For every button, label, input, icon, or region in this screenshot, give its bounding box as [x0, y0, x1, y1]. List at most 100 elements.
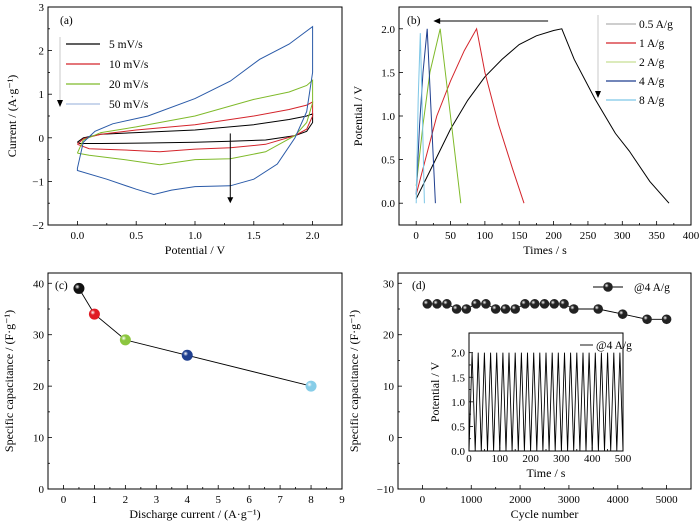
legend-label: 5 mV/s [109, 39, 143, 51]
inset-series-line [468, 352, 624, 452]
x-tick-label: 4000 [607, 494, 630, 506]
x-tick-label: 8 [308, 494, 314, 506]
y-tick-label: 1.0 [451, 397, 465, 409]
data-point [569, 304, 579, 314]
x-tick-label: 1.5 [247, 230, 261, 242]
panel-b: 0 50 100 150 200 250 300 350 400 0.0 0.5 1.0 1.5 2.0 T… [351, 6, 700, 257]
y-tick-label: 0.0 [381, 198, 395, 210]
x-tick-label: 7 [277, 494, 283, 506]
x-tick-label: 0.0 [71, 230, 85, 242]
x-tick-label: 150 [511, 230, 528, 242]
legend-arrow-head [57, 100, 63, 107]
y-tick-label: 0 [39, 133, 45, 145]
inset-legend-label: @4 A/g [596, 340, 632, 352]
y-tick-label: 1.5 [381, 67, 395, 79]
panel-a: 0.0 0.5 1.0 1.5 2.0 −2 −1 0 1 2 3 Potential / V Curr… [5, 2, 343, 257]
series-line [77, 113, 314, 144]
connector-line [78, 288, 312, 387]
data-point [593, 304, 604, 314]
x-axis-label: Times / s [523, 243, 567, 257]
y-tick-label: 3 [39, 2, 45, 14]
series-line [415, 27, 525, 204]
y-axis-label: Specific capacitance / (F·g⁻¹) [2, 310, 16, 452]
data-point [181, 349, 193, 361]
y-axis-label: Potential / V [351, 85, 365, 146]
x-tick-label: 100 [492, 453, 509, 465]
data-point [305, 380, 317, 392]
data-point [500, 304, 511, 314]
data-point [661, 314, 672, 325]
time-arrow-head [433, 18, 441, 24]
data-point [471, 299, 481, 309]
x-tick-label: 500 [615, 453, 632, 465]
data-point [88, 308, 100, 320]
series-line [77, 101, 314, 153]
x-axis-label: Discharge current / (A·g⁻¹) [129, 507, 260, 521]
legend-label: 0.5 A/g [639, 19, 673, 31]
y-tick-label: 10 [383, 381, 395, 393]
y-tick-label: 20 [383, 330, 395, 342]
x-tick-label: 1000 [460, 494, 483, 506]
x-tick-label: 200 [545, 230, 562, 242]
data-point [451, 304, 462, 314]
y-tick-label: 30 [383, 278, 395, 290]
y-tick-label: 30 [33, 330, 45, 342]
data-point [510, 304, 520, 314]
y-tick-label: 1.0 [381, 111, 395, 123]
data-point [529, 299, 540, 309]
legend-label: 2 A/g [639, 57, 664, 69]
y-axis-label: Potential / V [428, 361, 442, 422]
series-line [76, 25, 314, 196]
scan-rate-arrow-head [227, 197, 234, 204]
y-axis-label: Current / (A·g⁻¹) [5, 75, 19, 158]
x-tick-label: 350 [648, 230, 665, 242]
panel-c: 0 1 2 3 4 5 6 7 8 9 0 10 20 30 40 Discharge current / (… [2, 272, 345, 521]
x-tick-label: 1 [92, 494, 98, 506]
data-point [461, 304, 472, 314]
y-tick-label: −1 [32, 176, 44, 188]
x-tick-label: 400 [683, 230, 700, 242]
y-tick-label: 2 [39, 46, 45, 58]
y-tick-label: 1.5 [451, 372, 465, 384]
x-tick-label: 5000 [656, 494, 679, 506]
legend-label: 20 mV/s [109, 79, 149, 91]
series-line [415, 33, 425, 204]
plot-frame [47, 272, 343, 490]
x-tick-label: 2000 [509, 494, 532, 506]
y-tick-label: 2.0 [451, 348, 465, 360]
legend-label: 10 mV/s [109, 59, 149, 71]
y-tick-label: 0 [389, 433, 395, 445]
data-point [520, 299, 530, 309]
x-tick-label: 3000 [558, 494, 581, 506]
x-tick-label: 100 [477, 230, 494, 242]
data-point [73, 282, 85, 294]
y-tick-label: 0.0 [451, 446, 465, 458]
data-point [442, 299, 452, 309]
y-tick-label: 1 [39, 89, 45, 101]
series-line [415, 28, 462, 204]
y-tick-label: 0.5 [451, 421, 465, 433]
x-tick-label: 3 [154, 494, 160, 506]
data-point [549, 299, 560, 309]
data-point [422, 299, 433, 309]
x-tick-label: 4 [185, 494, 191, 506]
y-tick-label: −2 [32, 220, 44, 232]
y-tick-label: 2.0 [381, 24, 395, 36]
x-tick-label: 5 [215, 494, 221, 506]
x-tick-label: 300 [614, 230, 631, 242]
panel-label: (d) [412, 280, 426, 292]
x-tick-label: 0 [466, 453, 472, 465]
x-tick-label: 2.0 [306, 230, 320, 242]
y-axis-label: Specific capacitance / (F·g⁻¹) [347, 310, 361, 452]
data-point [432, 299, 442, 309]
data-point [617, 309, 628, 319]
legend-marker [603, 282, 613, 292]
y-tick-label: 20 [33, 381, 45, 393]
data-point [539, 299, 550, 309]
series-line [415, 28, 670, 204]
y-tick-label: 10 [33, 433, 45, 445]
y-tick-label: 0.5 [381, 155, 395, 167]
x-tick-label: 250 [580, 230, 597, 242]
